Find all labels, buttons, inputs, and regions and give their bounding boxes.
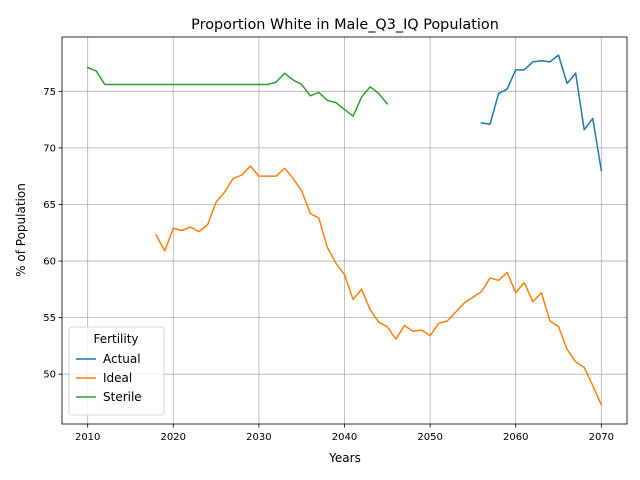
series-line-ideal xyxy=(155,165,603,406)
x-tick-label: 2050 xyxy=(417,432,442,443)
x-tick-label: 2020 xyxy=(161,432,186,443)
legend-label-sterile: Sterile xyxy=(103,390,142,404)
y-tick-label: 65 xyxy=(43,200,56,211)
x-tick-label: 2060 xyxy=(503,432,528,443)
legend: Fertility Actual Ideal Sterile xyxy=(68,326,165,416)
y-tick-label: 55 xyxy=(43,313,56,324)
x-axis-label: Years xyxy=(328,451,361,465)
legend-title: Fertility xyxy=(93,332,138,346)
axis-ticks: 2010 2020 2030 2040 2050 2060 2070 50 55 60 65 70 75 xyxy=(43,87,614,443)
x-tick-label: 2070 xyxy=(589,432,614,443)
x-tick-label: 2030 xyxy=(246,432,271,443)
x-tick-label: 2010 xyxy=(75,432,100,443)
y-axis-label: % of Population xyxy=(14,183,28,277)
x-tick-label: 2040 xyxy=(332,432,357,443)
series-line-sterile xyxy=(86,66,389,117)
legend-box xyxy=(68,326,165,416)
legend-label-ideal: Ideal xyxy=(103,371,132,385)
y-tick-label: 50 xyxy=(43,370,56,381)
legend-entries: Actual Ideal Sterile xyxy=(76,352,142,404)
y-tick-label: 75 xyxy=(43,87,56,98)
legend-label-actual: Actual xyxy=(103,352,141,366)
series-lines xyxy=(86,54,603,406)
y-tick-label: 60 xyxy=(43,257,56,268)
series-line-actual xyxy=(480,54,603,172)
chart-title: Proportion White in Male_Q3_IQ Populatio… xyxy=(191,17,499,33)
y-tick-label: 70 xyxy=(43,143,56,154)
